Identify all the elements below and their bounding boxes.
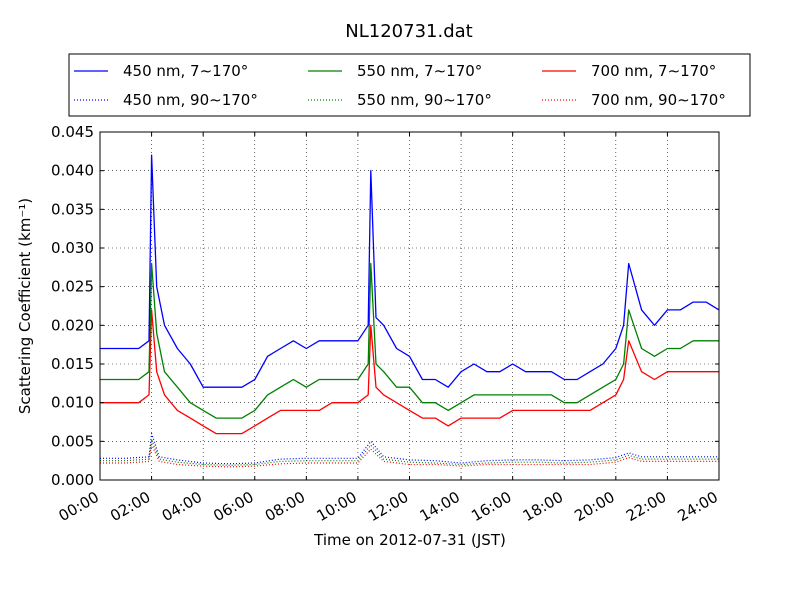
x-tick-labels: 00:00 02:00 04:00 06:00 08:00 10:00 12:00 14:00… [56,488,721,525]
series-line-2 [100,309,719,435]
x-tick-label: 10:00 [313,488,359,525]
y-tick-label: 0.040 [51,162,94,180]
series-line-1 [100,262,719,419]
series-line-4 [100,439,719,466]
x-tick-label: 12:00 [365,488,411,525]
x-tick-label: 08:00 [262,488,308,525]
y-tick-label: 0.020 [51,316,94,334]
x-axis-label: Time on 2012-07-31 (JST) [313,531,506,549]
series-layer [100,154,720,468]
y-tick-label: 0.025 [51,278,94,296]
ticks [99,131,720,481]
y-tick-label: 0.010 [51,394,94,412]
legend-label-5: 700 nm, 90∼170° [591,91,726,109]
legend-label-0: 450 nm, 7∼170° [123,62,248,80]
x-tick-label: 14:00 [417,488,463,525]
y-axis-label: Scattering Coefficient (km⁻¹) [16,198,34,414]
x-tick-label: 00:00 [56,488,102,525]
y-tick-label: 0.015 [51,355,94,373]
legend-label-2: 700 nm, 7∼170° [591,62,716,80]
series-line-0 [100,154,720,388]
grid [100,132,719,480]
legend-label-1: 550 nm, 7∼170° [357,62,482,80]
y-tick-label: 0.030 [51,239,94,257]
y-tick-label: 0.005 [51,432,94,450]
y-tick-label: 0.035 [51,200,94,218]
y-tick-labels: 0.000 0.005 0.010 0.015 0.020 0.025 0.030 0.035… [51,123,94,489]
x-tick-label: 02:00 [107,488,153,525]
legend-box [68,53,751,117]
x-tick-label: 18:00 [520,488,566,525]
x-tick-label: 06:00 [210,488,256,525]
x-tick-label: 24:00 [675,488,721,525]
y-tick-label: 0.000 [51,471,94,489]
legend-label-4: 550 nm, 90∼170° [357,91,492,109]
legend-label-3: 450 nm, 90∼170° [123,91,258,109]
chart-title: NL120731.dat [345,21,472,42]
y-tick-label: 0.045 [51,123,94,141]
x-tick-label: 22:00 [623,488,669,525]
x-tick-label: 16:00 [468,488,514,525]
x-tick-label: 04:00 [159,488,205,525]
x-tick-label: 20:00 [571,488,617,525]
legend: 450 nm, 7∼170° 550 nm, 7∼170° 700 nm, 7∼17… [68,53,751,117]
